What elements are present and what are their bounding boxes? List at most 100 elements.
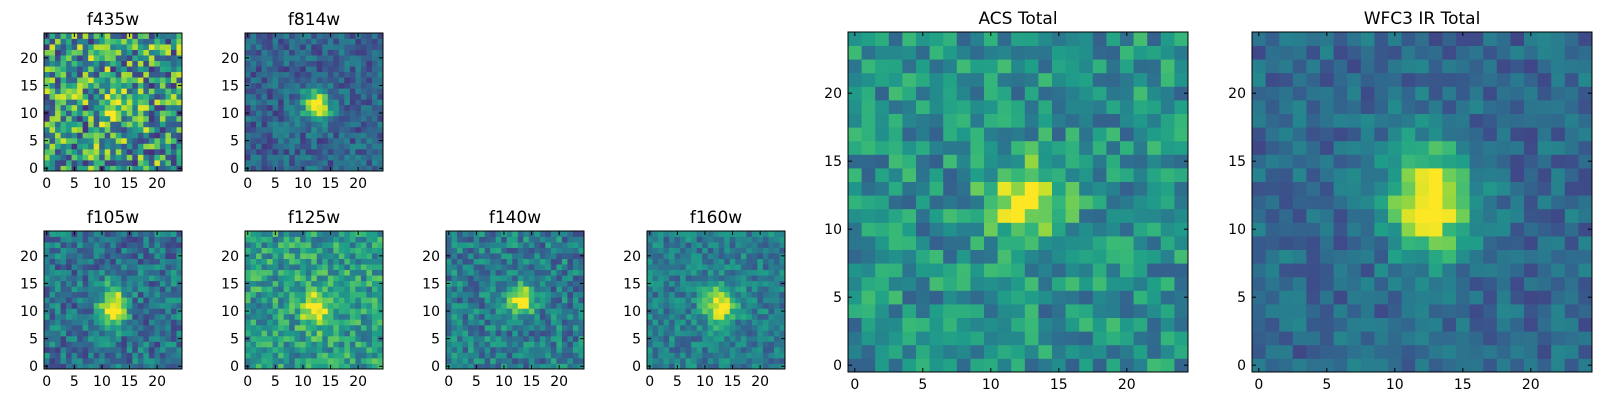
heatmap-cell <box>328 116 334 122</box>
heatmap-cell <box>361 138 367 144</box>
heatmap-cell <box>88 149 94 155</box>
heatmap-cell <box>713 319 719 325</box>
heatmap-cell <box>251 44 257 50</box>
heatmap-cell <box>344 105 350 111</box>
heatmap-cell <box>523 259 529 265</box>
heatmap-cell <box>110 55 116 61</box>
heatmap-cell <box>132 231 138 237</box>
heatmap-cell <box>251 105 257 111</box>
heatmap-cell <box>55 330 61 336</box>
heatmap-cell <box>295 143 301 149</box>
heatmap-cell <box>702 314 708 320</box>
heatmap-cell <box>160 347 166 353</box>
heatmap-cell <box>83 138 89 144</box>
heatmap-cell <box>273 270 279 276</box>
heatmap-cell <box>138 297 144 303</box>
heatmap-cell <box>902 182 916 196</box>
heatmap-cell <box>567 308 573 314</box>
heatmap-cell <box>256 347 262 353</box>
heatmap-cell <box>1052 290 1066 304</box>
heatmap-cell <box>300 88 306 94</box>
heatmap-cell <box>1279 154 1293 168</box>
heatmap-cell <box>485 303 491 309</box>
heatmap-cell <box>61 105 67 111</box>
heatmap-cell <box>1402 236 1416 250</box>
heatmap-cell <box>1456 195 1470 209</box>
heatmap-cell <box>875 141 889 155</box>
heatmap-cell <box>1120 331 1134 345</box>
heatmap-cell <box>485 231 491 237</box>
heatmap-cell <box>262 341 268 347</box>
panel-title: f140w <box>489 208 541 228</box>
heatmap-cell <box>567 275 573 281</box>
heatmap-cell <box>105 121 111 127</box>
heatmap-cell <box>72 94 78 100</box>
heatmap-cell <box>741 358 747 364</box>
heatmap-cell <box>573 314 579 320</box>
heatmap-cell <box>523 275 529 281</box>
heatmap-cell <box>99 248 105 254</box>
heatmap-cell <box>322 44 328 50</box>
heatmap-cell <box>567 297 573 303</box>
heatmap-cell <box>490 259 496 265</box>
heatmap-cell <box>1565 318 1579 332</box>
heatmap-cell <box>1415 277 1429 291</box>
y-tick-label: 5 <box>230 134 239 150</box>
heatmap-cell <box>116 88 122 94</box>
heatmap-cell <box>127 248 133 254</box>
heatmap-cell <box>311 138 317 144</box>
heatmap-cell <box>1470 114 1484 128</box>
heatmap-cell <box>916 141 930 155</box>
heatmap-cell <box>105 50 111 56</box>
heatmap-cell <box>485 336 491 342</box>
heatmap-cell <box>132 341 138 347</box>
heatmap-cell <box>1306 331 1320 345</box>
heatmap-cell <box>138 138 144 144</box>
heatmap-cell <box>127 325 133 331</box>
heatmap-cell <box>1120 195 1134 209</box>
heatmap-cell <box>1174 46 1188 60</box>
heatmap-cell <box>77 88 83 94</box>
heatmap-cell <box>562 286 568 292</box>
heatmap-cell <box>121 275 127 281</box>
heatmap-cell <box>1524 154 1538 168</box>
heatmap-cell <box>245 149 251 155</box>
heatmap-cell <box>1456 263 1470 277</box>
heatmap-cell <box>1320 222 1334 236</box>
heatmap-cell <box>361 292 367 298</box>
panel-title: f125w <box>288 208 340 228</box>
heatmap-cell <box>317 281 323 287</box>
heatmap-cell <box>1147 250 1161 264</box>
heatmap-cell <box>121 259 127 265</box>
heatmap-cell <box>1361 318 1375 332</box>
heatmap-cell <box>88 275 94 281</box>
heatmap-cell <box>1079 168 1093 182</box>
heatmap-cell <box>127 358 133 364</box>
heatmap-cell <box>273 336 279 342</box>
heatmap-cell <box>1011 114 1025 128</box>
heatmap-cell <box>1402 182 1416 196</box>
heatmap-cell <box>1510 277 1524 291</box>
heatmap-cell <box>171 121 177 127</box>
heatmap-cell <box>105 39 111 45</box>
heatmap-cell <box>730 325 736 331</box>
heatmap-cell <box>317 39 323 45</box>
heatmap-cell <box>1374 73 1388 87</box>
heatmap-cell <box>245 50 251 56</box>
heatmap-cell <box>77 149 83 155</box>
heatmap-cell <box>116 160 122 166</box>
heatmap-cell <box>138 99 144 105</box>
heatmap-cell <box>984 46 998 60</box>
heatmap-cell <box>289 341 295 347</box>
heatmap-cell <box>132 154 138 160</box>
heatmap-cell <box>99 121 105 127</box>
heatmap-cell <box>267 347 273 353</box>
heatmap-cell <box>1429 46 1443 60</box>
heatmap-cell <box>317 143 323 149</box>
heatmap-cell <box>72 127 78 133</box>
heatmap-cell <box>746 292 752 298</box>
heatmap-cell <box>534 242 540 248</box>
heatmap-cell <box>317 94 323 100</box>
heatmap-cell <box>116 336 122 342</box>
heatmap-cell <box>127 281 133 287</box>
